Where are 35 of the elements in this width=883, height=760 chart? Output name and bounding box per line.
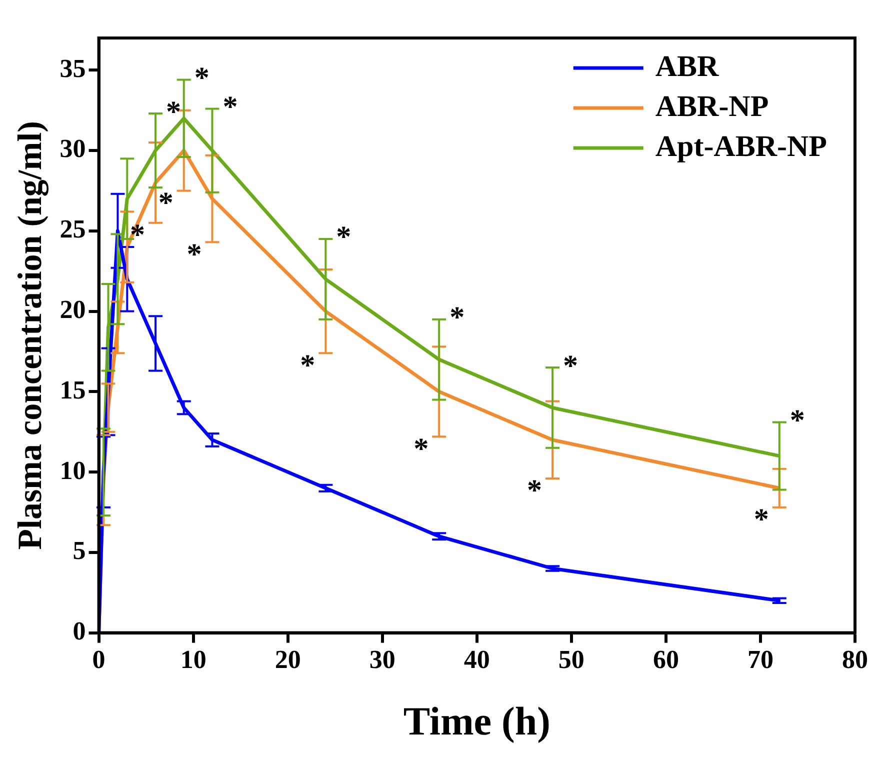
annotation: *: [527, 474, 542, 508]
x-tick-label: 80: [842, 645, 868, 674]
x-tick-label: 0: [92, 645, 106, 674]
annotation: *: [414, 432, 429, 466]
annotation: *: [222, 90, 238, 124]
x-tick-label: 50: [558, 645, 584, 674]
annotation: *: [186, 238, 202, 271]
legend-label: ABR-NP: [655, 90, 769, 123]
annotation: *: [194, 62, 210, 95]
x-tick-label: 10: [180, 645, 206, 674]
y-tick-label: 15: [60, 375, 86, 404]
annotation: *: [166, 95, 182, 128]
annotation: *: [563, 349, 578, 382]
y-tick-label: 5: [72, 536, 86, 566]
x-tick-label: 40: [464, 645, 490, 674]
y-tick-label: 10: [60, 456, 86, 485]
annotation: *: [158, 186, 174, 220]
x-tick-label: 70: [747, 645, 774, 674]
annotation: *: [754, 503, 769, 536]
y-axis-title: Plasma concentration (ng/ml): [12, 121, 50, 550]
legend-label: Apt-ABR-NP: [655, 130, 828, 163]
annotation: *: [790, 404, 805, 437]
x-tick-label: 20: [274, 645, 301, 674]
y-tick-label: 30: [60, 134, 86, 164]
annotation: *: [336, 220, 352, 254]
y-tick-label: 20: [60, 295, 86, 324]
y-tick-label: 35: [60, 54, 86, 83]
y-tick-label: 0: [72, 616, 86, 646]
x-tick-label: 30: [369, 645, 396, 674]
annotation: *: [300, 348, 316, 382]
annotation: *: [450, 301, 465, 334]
y-tick-label: 25: [60, 214, 86, 244]
x-tick-label: 60: [652, 645, 679, 674]
legend-label: ABR: [655, 50, 720, 83]
x-axis-title: Time (h): [403, 698, 550, 744]
